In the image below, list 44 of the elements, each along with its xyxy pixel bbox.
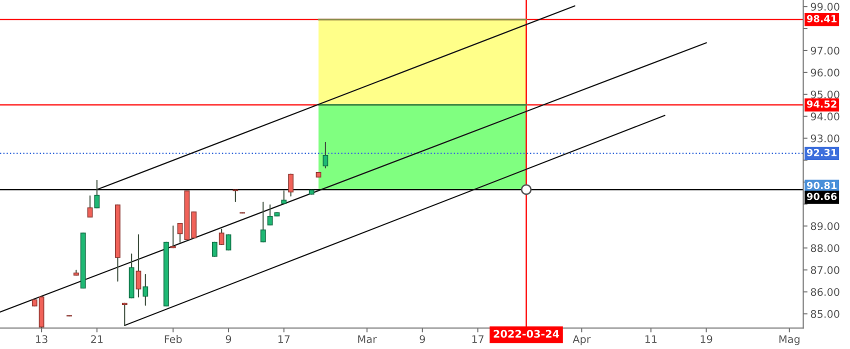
- ref-line-label: 90.66: [806, 192, 837, 200]
- x-tick-label: Feb: [164, 335, 182, 344]
- candlestick: [260, 202, 266, 242]
- y-tick-label: 95.00: [810, 90, 840, 98]
- candlestick: [177, 222, 183, 243]
- candlestick: [122, 302, 128, 326]
- y-tick-label: 86.00: [810, 288, 840, 296]
- candlestick: [142, 274, 148, 306]
- x-tick-label: 17: [278, 335, 290, 343]
- candlestick: [288, 174, 294, 197]
- candlestick: [94, 180, 100, 208]
- x-tick-label: Apr: [572, 335, 591, 346]
- x-tick-label: 13: [36, 335, 48, 344]
- y-tick-label: 96.00: [810, 68, 840, 77]
- x-tick-label: Mar: [358, 335, 377, 344]
- candlestick: [170, 225, 176, 248]
- x-tick-label: Mag: [779, 335, 800, 346]
- y-tick-label: 99.00: [810, 2, 840, 11]
- y-tick-label: 97.00: [810, 46, 840, 55]
- candlestick: [136, 234, 142, 298]
- candlestick: [218, 228, 224, 246]
- candlestick: [322, 142, 328, 168]
- y-tick-label: 94.00: [810, 112, 840, 120]
- ref-line-label: 94.52: [806, 100, 836, 108]
- candlestick: [226, 234, 232, 250]
- y-tick-label: 88.00: [810, 244, 840, 252]
- y-tick-label: 93.00: [810, 134, 840, 142]
- ref-line-label: 2022-03-24: [494, 330, 560, 338]
- x-tick-label: 17: [472, 335, 484, 343]
- annotation: 90.81: [806, 182, 837, 190]
- x-tick-label: 9: [420, 335, 425, 344]
- ref-line-label: 98.41: [806, 14, 837, 22]
- y-tick-label: 87.00: [810, 266, 840, 274]
- candlestick: [281, 190, 287, 204]
- ref-line-label: 92.31: [806, 148, 837, 156]
- y-tick-label: 85.00: [810, 310, 840, 318]
- candlestick: [232, 189, 238, 202]
- candlestick: [212, 242, 218, 257]
- y-tick-label: 89.00: [810, 222, 840, 230]
- x-tick-label: 9: [226, 335, 232, 344]
- x-tick-label: 19: [700, 335, 712, 344]
- x-tick-label: 11: [645, 335, 657, 343]
- x-tick-label: 21: [91, 335, 103, 343]
- candlestick: [87, 195, 93, 218]
